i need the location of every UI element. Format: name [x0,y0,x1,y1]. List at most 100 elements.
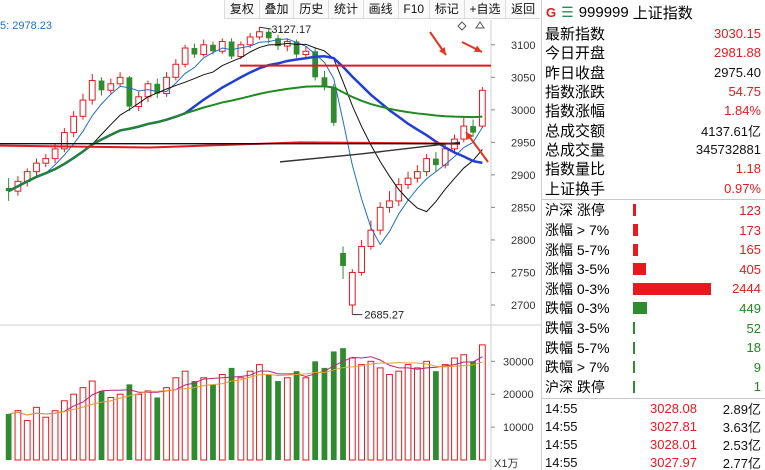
stat-label: 今日开盘 [545,45,606,63]
dist-bar [633,282,711,295]
divider [542,397,765,399]
volume-bar [163,387,170,461]
toolbar-button-3[interactable]: 统计 [328,0,363,18]
dist-value: 165 [739,242,761,258]
volume-bar [33,406,40,461]
index-code: 999999 [578,3,629,21]
tick-price: 3028.08 [650,401,697,417]
candle-body [386,200,393,208]
volume-bar [376,367,384,461]
candle-body [210,44,216,52]
toolbar-button-2[interactable]: 历史 [293,0,328,18]
candle-body [70,115,78,134]
volume-bar [181,370,189,461]
dist-value: 18 [746,340,761,356]
dist-bar [633,263,647,276]
dist-bar [633,224,639,237]
price-tick-label: 2950 [511,137,535,149]
candle-body [413,171,421,179]
volume-bar [302,377,310,461]
arrow-icon [466,132,474,140]
volume-bar [237,377,245,461]
panel-header: G ☰ 999999 上证指数 [542,0,765,24]
candle-body [256,31,263,38]
g-tag[interactable]: G [546,4,557,20]
toolbar-button-5[interactable]: F10 [397,0,429,18]
volume-bar [423,360,431,461]
menu-icon[interactable]: ☰ [561,3,574,20]
stat-row: 指数涨幅 1.84% [542,101,765,120]
price-tick-label: 2750 [511,267,535,279]
volume-bar [358,364,365,461]
dist-bar [633,322,635,335]
volume-bar [88,380,96,461]
volume-bar [14,410,22,461]
price-axis: 3100 3050 3000 2950 2900 2850 2800 2750 2700 [491,40,535,312]
volume-bar [218,373,226,461]
volume-bar [330,351,337,460]
stat-label: 指数涨跌 [545,84,606,102]
stat-label: 昨日收盘 [545,64,606,82]
dist-label: 沪深 涨停 [545,202,605,219]
dist-value: 449 [739,300,761,316]
distribution-list: 沪深 涨停 123 涨幅 > 7% 173 涨幅 5-7% 165 涨幅 3-5% 405 涨幅… [542,201,765,397]
volume-axis: 30000 20000 10000 X1万 [491,356,534,470]
volume-bar [70,393,78,461]
volume-bar [172,377,180,461]
dist-row: 涨幅 5-7% 165 [542,240,765,260]
divider [542,198,765,200]
toolbar-button-0[interactable]: 复权 [224,0,259,18]
stat-value: 2981.88 [714,45,761,61]
candle-body [237,44,245,57]
dist-row: 跌幅 0-3% 449 [542,299,765,319]
dist-bar-track [633,282,729,295]
toolbar-button-4[interactable]: 画线 [362,0,398,18]
stat-value: 2975.40 [714,64,761,80]
candle-body [51,148,59,160]
candle-body [116,76,124,85]
candle-body [218,41,226,52]
stat-label: 总成交量 [545,141,606,159]
volume-bar [478,344,486,461]
candle-body [358,245,365,273]
dist-row: 涨幅 > 7% 173 [542,220,765,240]
moving-average-lines [0,38,483,246]
candle-body [5,187,12,192]
tick-row: 14:55 3027.81 3.63亿 [542,418,765,436]
dist-label: 跌幅 3-5% [545,320,610,337]
dist-value: 1 [753,379,761,395]
stat-value: 1.84% [724,103,761,119]
toolbar-button-7[interactable]: +自选 [463,0,506,18]
dist-row: 涨幅 0-3% 2444 [542,279,765,299]
dist-bar-track [633,341,729,354]
candle-body [302,50,310,56]
candle-body [367,229,375,247]
kline-chart[interactable]: 3127.17 2685.27 3100 3050 3000 2950 2900 2850 2… [0,0,541,470]
high-label: 3127.17 [271,24,311,36]
dist-value: 173 [739,222,761,238]
dist-row: 跌幅 5-7% 18 [542,338,765,358]
stat-value: 0.97% [724,180,761,196]
stat-label: 总成交额 [545,122,606,140]
dist-row: 涨幅 3-5% 405 [542,259,765,279]
tick-price: 3027.81 [650,419,697,435]
volume-bar [441,364,449,461]
volume-tick-label: 20000 [503,389,534,401]
toolbar-button-8[interactable]: 返回 [505,0,540,18]
stat-value: 1.18 [735,161,761,177]
tick-price: 3027.97 [650,455,697,470]
stat-row: 今日开盘 2981.88 [542,43,765,62]
annotations: 3127.17 2685.27 [240,21,491,322]
candle-body [340,252,346,266]
tick-list: 14:55 3028.08 2.89亿 14:55 3027.81 3.63亿 14:55 3… [542,400,765,470]
toolbar-button-1[interactable]: 叠加 [258,0,294,18]
candle-body [33,162,40,173]
dist-value: 123 [739,202,761,218]
volume-bar [5,413,12,460]
dist-row: 沪深 跌停 1 [542,377,765,397]
candle-body [79,99,87,117]
tick-amount: 3.63亿 [722,420,761,436]
candle-body [154,83,161,94]
toolbar-button-6[interactable]: 标记 [428,0,464,18]
candle-body [478,89,486,127]
